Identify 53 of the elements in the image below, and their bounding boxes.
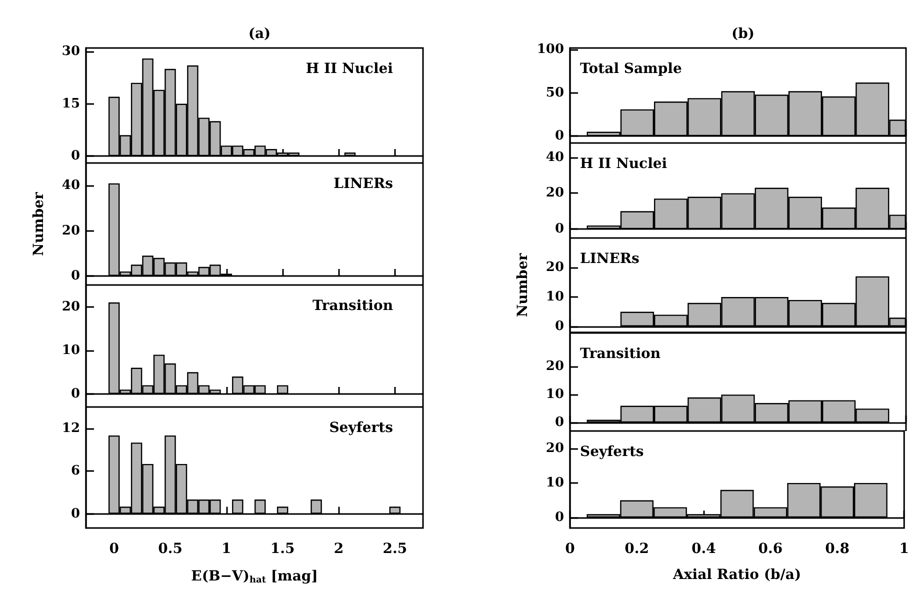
y-tick-label: 0 (70, 386, 80, 402)
y-tick-label: 10 (546, 475, 564, 490)
x-tick-label: 0.6 (758, 541, 783, 557)
y-tick-label: 20 (546, 359, 564, 374)
y-axis-title: Number (31, 191, 47, 256)
y-tick-label: 0 (554, 222, 564, 237)
y-tick-label: 0 (70, 148, 80, 164)
y-tick-label: 0 (70, 506, 80, 522)
y-tick-label: 50 (546, 85, 564, 100)
y-tick-label: 30 (62, 44, 80, 59)
y-tick-label: 0 (554, 510, 564, 526)
annotation: LINERs (580, 251, 640, 267)
x-tick-label: 0 (109, 541, 120, 557)
x-tick-label: 2 (334, 541, 344, 557)
x-tick-label: 0.4 (691, 541, 716, 557)
x-tick-label: 2.5 (382, 541, 408, 557)
y-tick-label: 0 (554, 319, 564, 334)
y-axis-title: Number (515, 252, 531, 318)
y-tick-label: 10 (546, 290, 564, 304)
annotation: LINERs (334, 176, 394, 192)
chart-title: (a) (248, 26, 271, 42)
annotation: Seyferts (329, 420, 394, 436)
annotation: Transition (580, 346, 661, 362)
x-axis-title: Axial Ratio (b/a) (672, 567, 802, 583)
annotation: Seyferts (580, 444, 644, 460)
x-tick-label: 1 (222, 541, 232, 557)
annotation: H II Nuclei (306, 61, 394, 77)
annotation: H II Nuclei (580, 156, 668, 172)
x-tick-label: 1.5 (270, 541, 295, 557)
annotation: Transition (312, 298, 394, 314)
y-tick-label: 10 (62, 342, 80, 358)
y-tick-label: 40 (546, 150, 564, 165)
y-tick-label: 10 (546, 387, 564, 402)
y-tick-label: 20 (546, 186, 564, 201)
y-tick-label: 6 (70, 464, 80, 479)
y-tick-label: 20 (546, 440, 564, 456)
y-tick-label: 20 (62, 299, 80, 314)
y-tick-label: 40 (62, 178, 80, 194)
y-tick-label: 0 (554, 415, 564, 430)
y-tick-label: 20 (62, 223, 80, 238)
y-tick-label: 12 (62, 420, 80, 436)
y-tick-label: 0 (554, 128, 564, 144)
annotation: Total Sample (580, 61, 682, 77)
chart-title: (b) (731, 26, 755, 42)
x-tick-label: 0.5 (158, 541, 182, 557)
x-tick-label: 0.2 (624, 541, 650, 557)
y-tick-label: 100 (536, 42, 564, 58)
y-tick-label: 20 (546, 260, 564, 275)
y-tick-label: 0 (70, 268, 80, 284)
y-tick-label: 15 (62, 96, 80, 112)
x-tick-label: 1 (899, 541, 910, 557)
x-tick-label: 0 (565, 541, 576, 557)
x-tick-label: 0.8 (825, 541, 850, 557)
